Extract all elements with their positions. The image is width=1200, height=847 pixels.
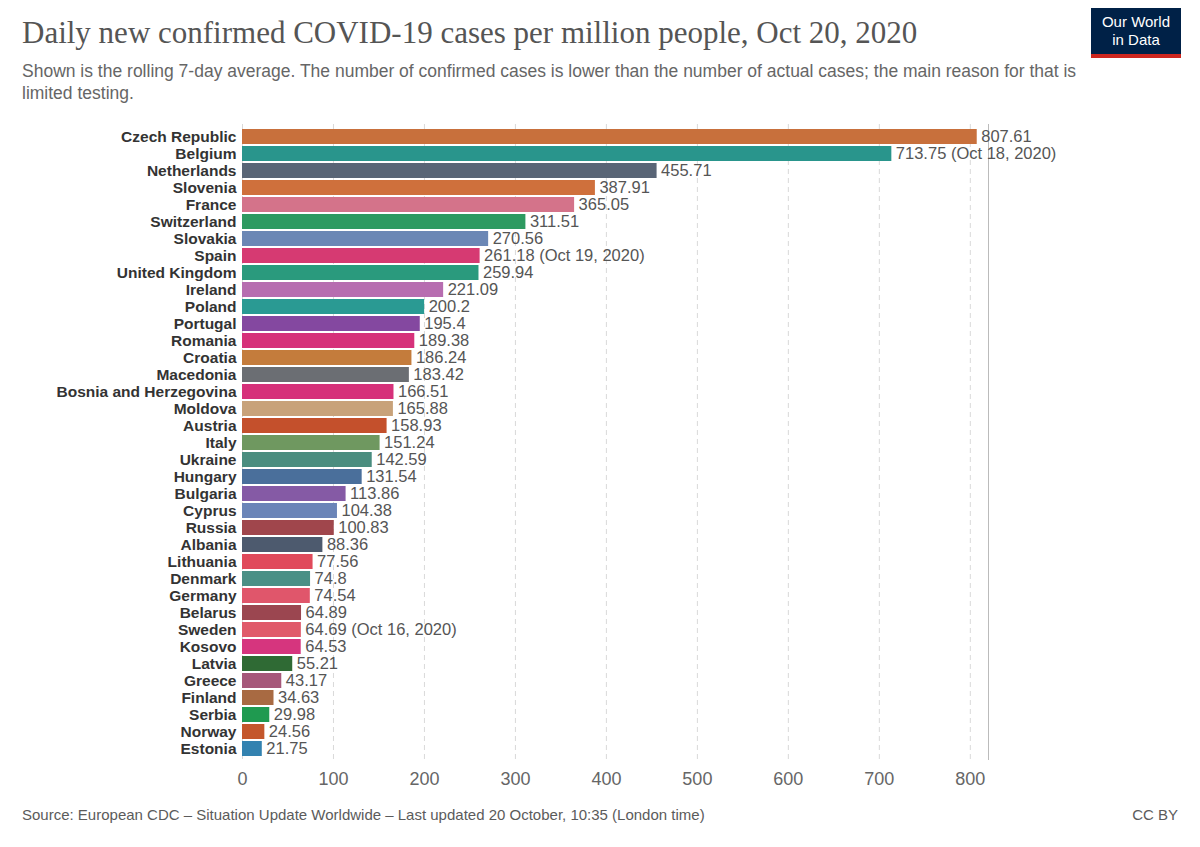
svg-text:Poland: Poland — [185, 298, 237, 315]
svg-text:600: 600 — [773, 769, 803, 789]
svg-text:88.36: 88.36 — [327, 535, 368, 553]
svg-text:165.88: 165.88 — [397, 399, 447, 417]
html-text:Daily new confirmed COVID-19 c: Daily new confirmed COVID-19 cases per m… — [22, 15, 918, 50]
svg-text:186.24: 186.24 — [416, 348, 466, 366]
svg-text:55.21: 55.21 — [297, 654, 338, 672]
svg-text:Czech Republic: Czech Republic — [121, 128, 237, 145]
svg-text:300: 300 — [500, 769, 530, 789]
svg-text:Greece: Greece — [184, 672, 237, 689]
svg-text:77.56: 77.56 — [317, 552, 358, 570]
svg-text:Estonia: Estonia — [181, 740, 237, 757]
svg-text:0: 0 — [237, 769, 247, 789]
svg-text:France: France — [186, 196, 237, 213]
svg-text:Sweden: Sweden — [178, 621, 237, 638]
svg-text:131.54: 131.54 — [366, 467, 416, 485]
svg-text:Finland: Finland — [181, 689, 236, 706]
svg-text:Ireland: Ireland — [186, 281, 237, 298]
svg-text:43.17: 43.17 — [286, 671, 327, 689]
svg-text:Austria: Austria — [183, 417, 237, 434]
svg-text:807.61: 807.61 — [981, 127, 1031, 145]
svg-text:Spain: Spain — [194, 247, 236, 264]
svg-text:24.56: 24.56 — [269, 722, 310, 740]
svg-text:183.42: 183.42 — [413, 365, 463, 383]
svg-text:Slovakia: Slovakia — [174, 230, 237, 247]
svg-text:261.18 (Oct 19, 2020): 261.18 (Oct 19, 2020) — [484, 246, 645, 264]
svg-text:Macedonia: Macedonia — [156, 366, 236, 383]
html-text:Shown is the rolling 7-day ave: Shown is the rolling 7-day average. The … — [22, 61, 1077, 103]
svg-text:Romania: Romania — [171, 332, 237, 349]
svg-text:29.98: 29.98 — [274, 705, 315, 723]
svg-text:Cyprus: Cyprus — [183, 502, 236, 519]
svg-text:Italy: Italy — [205, 434, 236, 451]
svg-text:270.56: 270.56 — [493, 229, 543, 247]
svg-text:Kosovo: Kosovo — [180, 638, 237, 655]
svg-text:Ukraine: Ukraine — [180, 451, 237, 468]
html-text:Our World: Our World — [1102, 13, 1170, 30]
svg-text:713.75 (Oct 18, 2020): 713.75 (Oct 18, 2020) — [896, 144, 1057, 162]
svg-text:158.93: 158.93 — [391, 416, 441, 434]
svg-text:100: 100 — [318, 769, 348, 789]
svg-text:Bosnia and Herzegovina: Bosnia and Herzegovina — [56, 383, 236, 400]
html-text:in Data: in Data — [1112, 31, 1160, 48]
svg-text:64.89: 64.89 — [306, 603, 347, 621]
svg-text:400: 400 — [591, 769, 621, 789]
svg-text:455.71: 455.71 — [661, 161, 711, 179]
svg-text:Germany: Germany — [169, 587, 237, 604]
svg-text:Norway: Norway — [181, 723, 237, 740]
svg-text:200.2: 200.2 — [429, 297, 470, 315]
svg-text:United Kingdom: United Kingdom — [117, 264, 237, 281]
svg-text:387.91: 387.91 — [599, 178, 649, 196]
svg-text:500: 500 — [682, 769, 712, 789]
svg-text:104.38: 104.38 — [341, 501, 391, 519]
svg-text:311.51: 311.51 — [530, 212, 579, 230]
svg-text:74.8: 74.8 — [315, 569, 347, 587]
svg-text:Denmark: Denmark — [170, 570, 237, 587]
svg-text:Croatia: Croatia — [183, 349, 237, 366]
html-text:CC BY: CC BY — [1132, 806, 1178, 823]
svg-text:Serbia: Serbia — [189, 706, 237, 723]
svg-text:800: 800 — [955, 769, 985, 789]
svg-text:166.51: 166.51 — [398, 382, 448, 400]
svg-text:Bulgaria: Bulgaria — [174, 485, 236, 502]
svg-text:Belarus: Belarus — [180, 604, 237, 621]
svg-text:Switzerland: Switzerland — [150, 213, 236, 230]
svg-text:221.09: 221.09 — [448, 280, 498, 298]
svg-text:200: 200 — [409, 769, 439, 789]
svg-text:195.4: 195.4 — [424, 314, 465, 332]
svg-text:Hungary: Hungary — [174, 468, 237, 485]
svg-text:Latvia: Latvia — [192, 655, 237, 672]
svg-text:Belgium: Belgium — [175, 145, 236, 162]
svg-text:151.24: 151.24 — [384, 433, 434, 451]
svg-text:259.94: 259.94 — [483, 263, 533, 281]
svg-text:365.05: 365.05 — [579, 195, 629, 213]
svg-text:21.75: 21.75 — [266, 739, 307, 757]
svg-text:Moldova: Moldova — [174, 400, 237, 417]
svg-text:113.86: 113.86 — [350, 484, 399, 502]
svg-text:Netherlands: Netherlands — [147, 162, 237, 179]
svg-text:142.59: 142.59 — [376, 450, 426, 468]
svg-text:100.83: 100.83 — [338, 518, 388, 536]
svg-text:Slovenia: Slovenia — [173, 179, 237, 196]
svg-text:34.63: 34.63 — [278, 688, 319, 706]
svg-text:64.53: 64.53 — [305, 637, 346, 655]
svg-text:Albania: Albania — [181, 536, 237, 553]
svg-text:700: 700 — [864, 769, 894, 789]
svg-text:Portugal: Portugal — [174, 315, 237, 332]
html-text:Source: European CDC – Situati: Source: European CDC – Situation Update … — [22, 806, 705, 823]
svg-text:64.69 (Oct 16, 2020): 64.69 (Oct 16, 2020) — [305, 620, 456, 638]
svg-text:74.54: 74.54 — [314, 586, 355, 604]
svg-text:189.38: 189.38 — [419, 331, 469, 349]
svg-text:Lithuania: Lithuania — [168, 553, 237, 570]
svg-text:Russia: Russia — [186, 519, 237, 536]
